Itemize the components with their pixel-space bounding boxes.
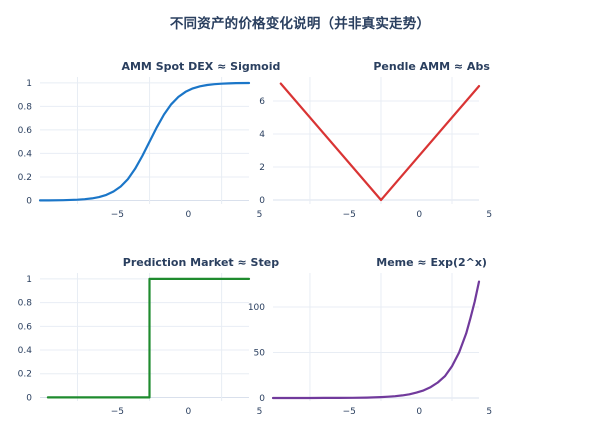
y-tick-label: 50 <box>254 349 266 359</box>
x-tick-label: 5 <box>486 407 492 417</box>
y-tick-label: 4 <box>259 130 265 140</box>
subplot-title: AMM Spot DEX ≈ Sigmoid <box>121 60 280 73</box>
y-tick-label: 1 <box>26 79 32 89</box>
x-tick-label: 0 <box>186 407 192 417</box>
x-tick-label: −5 <box>343 210 356 220</box>
y-tick-label: 6 <box>259 97 265 107</box>
series-line-sigmoid <box>38 81 251 202</box>
series-line-exp <box>271 280 481 400</box>
x-tick-label: −5 <box>111 210 124 220</box>
y-tick-label: 0.6 <box>18 126 33 136</box>
subplot-meme-exp-2-x: 0 50 100 −5 0 5 Meme ≈ Exp(2^x) <box>248 256 492 417</box>
y-tick-label: 0.8 <box>18 102 33 112</box>
y-tick-label: 0.4 <box>18 346 33 356</box>
series-line-abs <box>279 82 481 202</box>
y-tick-label: 0.4 <box>18 149 33 159</box>
x-tick-label: 5 <box>257 210 263 220</box>
y-tick-label: 0.2 <box>18 370 32 380</box>
subplot-title: Pendle AMM ≈ Abs <box>373 60 490 73</box>
x-tick-label: 0 <box>186 210 192 220</box>
y-tick-label: 100 <box>248 303 265 313</box>
y-tick-label: 0.6 <box>18 322 33 332</box>
y-tick-label: 2 <box>259 163 265 173</box>
subplot-title: Prediction Market ≈ Step <box>123 256 279 269</box>
y-tick-label: 0 <box>259 196 265 206</box>
subplot-pendle-amm-abs: 0 2 4 6 −5 0 5 Pendle AMM ≈ Abs <box>259 60 492 220</box>
x-tick-label: 0 <box>416 407 422 417</box>
y-tick-label: 0.2 <box>18 173 32 183</box>
figure-title: 不同资产的价格变化说明（并非真实走势） <box>169 16 431 32</box>
y-tick-label: 0 <box>259 394 265 404</box>
subplot-amm-spot-dex-sigmoid: 0 0.2 0.4 0.6 0.8 1 −5 0 5 AMM Spot DEX ≈ Sigmoid <box>18 60 281 220</box>
y-tick-label: 0 <box>26 393 32 403</box>
series-line-step <box>46 277 251 399</box>
x-tick-label: 5 <box>486 210 492 220</box>
y-tick-label: 0.8 <box>18 299 33 309</box>
x-tick-label: 0 <box>416 210 422 220</box>
y-tick-label: 1 <box>26 275 32 285</box>
x-tick-label: −5 <box>343 407 356 417</box>
subplot-prediction-market-step: 0 0.2 0.4 0.6 0.8 1 −5 0 5 Prediction Market ≈ St… <box>18 256 280 417</box>
subplot-title: Meme ≈ Exp(2^x) <box>376 256 487 269</box>
x-tick-label: −5 <box>111 407 124 417</box>
x-tick-label: 5 <box>257 407 263 417</box>
y-tick-label: 0 <box>26 196 32 206</box>
